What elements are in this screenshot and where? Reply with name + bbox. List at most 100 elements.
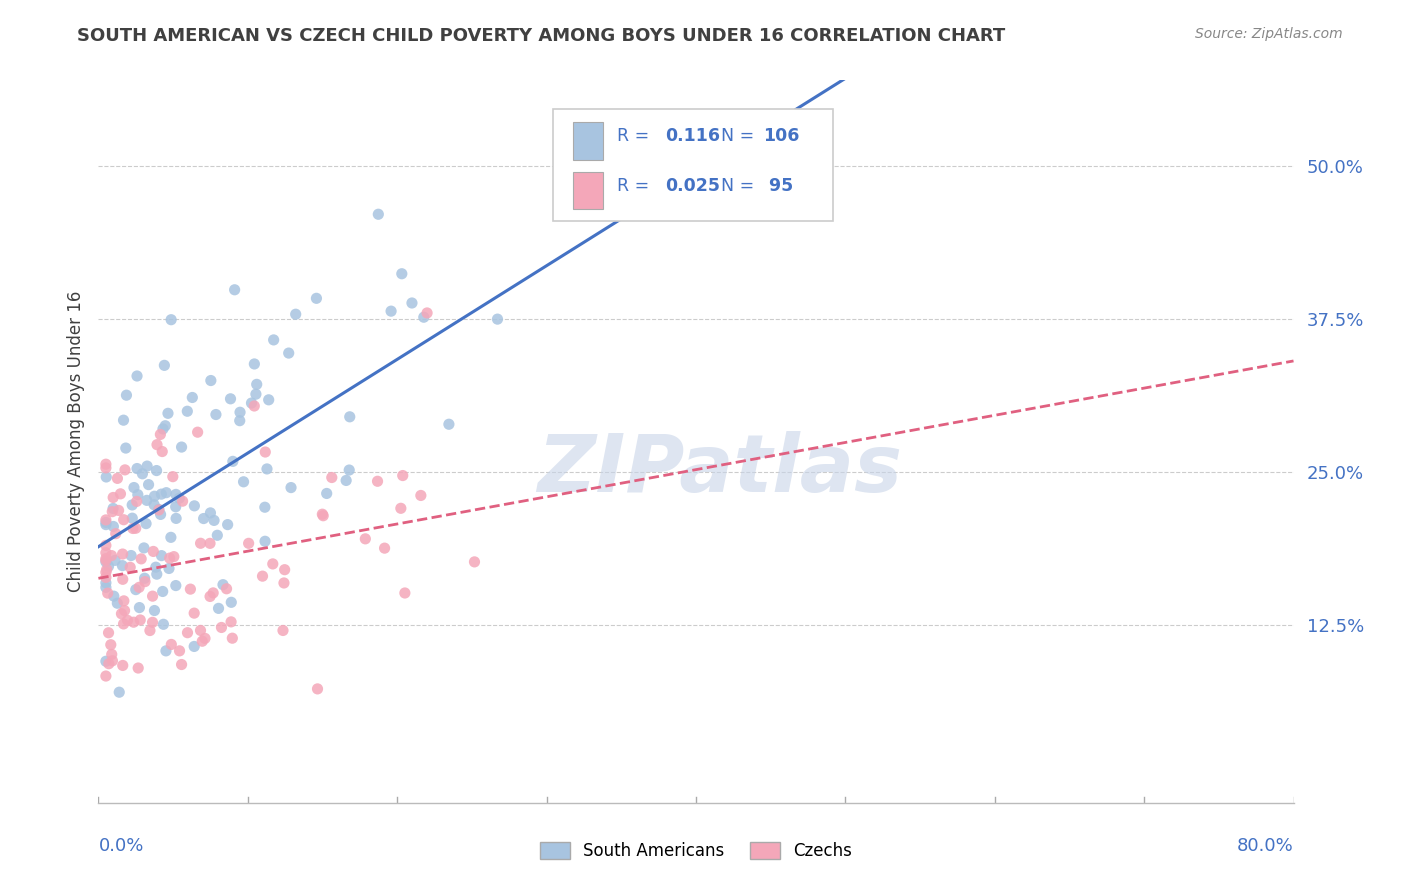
Point (305, 291, 328, 305)
Point (162, 469, 184, 483)
Point (232, 475, 254, 489)
Text: R =: R = (617, 127, 655, 145)
Point (172, 494, 194, 508)
Point (193, 511, 215, 525)
Point (149, 508, 172, 522)
Point (412, 310, 434, 325)
Point (243, 357, 266, 371)
Point (159, 551, 181, 566)
Text: 80.0%: 80.0% (1237, 837, 1294, 855)
Point (111, 547, 134, 561)
Point (190, 536, 212, 550)
Point (160, 637, 183, 651)
Point (148, 503, 170, 517)
Point (136, 459, 159, 474)
Point (101, 491, 124, 505)
Point (117, 613, 139, 627)
Point (142, 544, 165, 558)
Point (103, 589, 125, 603)
Point (132, 541, 155, 555)
Point (139, 624, 162, 638)
Point (183, 606, 205, 620)
Text: Source: ZipAtlas.com: Source: ZipAtlas.com (1195, 27, 1343, 41)
Point (219, 595, 242, 609)
Point (165, 500, 187, 514)
Point (176, 625, 198, 640)
Point (416, 306, 439, 320)
Point (125, 461, 148, 475)
Point (94, 538, 117, 552)
Point (229, 405, 252, 419)
Point (221, 631, 243, 645)
Point (211, 620, 233, 634)
Point (280, 481, 302, 495)
Point (183, 499, 205, 513)
Text: 95: 95 (763, 178, 793, 195)
Point (165, 511, 187, 525)
Point (165, 487, 187, 501)
Point (152, 422, 174, 436)
Point (129, 613, 152, 627)
Point (125, 494, 148, 508)
Point (155, 644, 177, 658)
Point (150, 549, 173, 563)
Text: ZIPatlas: ZIPatlas (537, 432, 903, 509)
Point (198, 536, 221, 550)
Point (115, 388, 138, 402)
Point (165, 578, 187, 592)
Point (163, 549, 186, 564)
Point (121, 498, 143, 512)
Point (122, 615, 145, 630)
Point (153, 359, 176, 373)
Point (200, 506, 222, 520)
Point (335, 474, 357, 488)
Point (94, 551, 117, 566)
Point (94, 566, 117, 580)
Point (194, 632, 217, 646)
Point (307, 681, 329, 696)
Point (94, 654, 117, 668)
Point (256, 462, 278, 476)
Point (120, 549, 142, 563)
Point (97, 559, 120, 574)
Point (94, 570, 117, 584)
Point (128, 600, 150, 615)
Point (389, 501, 412, 516)
Point (486, 312, 509, 326)
Point (253, 500, 276, 515)
Point (200, 374, 222, 388)
Point (311, 507, 333, 521)
Point (312, 508, 335, 523)
Point (111, 572, 134, 586)
Point (143, 498, 166, 512)
Point (374, 541, 396, 556)
Point (145, 464, 167, 478)
Point (101, 501, 124, 516)
Point (125, 582, 148, 597)
Point (215, 582, 238, 596)
Point (100, 638, 122, 652)
Point (170, 440, 193, 454)
Point (107, 471, 129, 485)
Point (114, 604, 136, 618)
Point (94, 457, 117, 471)
Point (367, 475, 389, 489)
Point (141, 615, 163, 630)
Point (138, 477, 160, 491)
Point (354, 532, 377, 546)
Point (252, 569, 274, 583)
Point (217, 517, 239, 532)
Point (160, 312, 183, 326)
Text: 106: 106 (763, 127, 799, 145)
Text: N =: N = (721, 178, 759, 195)
Text: 0.025: 0.025 (665, 178, 720, 195)
Point (219, 615, 242, 629)
Point (107, 503, 129, 517)
Point (94, 555, 117, 569)
Point (463, 555, 485, 569)
Point (104, 553, 127, 567)
Point (207, 601, 229, 615)
Point (263, 333, 285, 347)
Point (97, 657, 120, 671)
Point (142, 589, 165, 603)
